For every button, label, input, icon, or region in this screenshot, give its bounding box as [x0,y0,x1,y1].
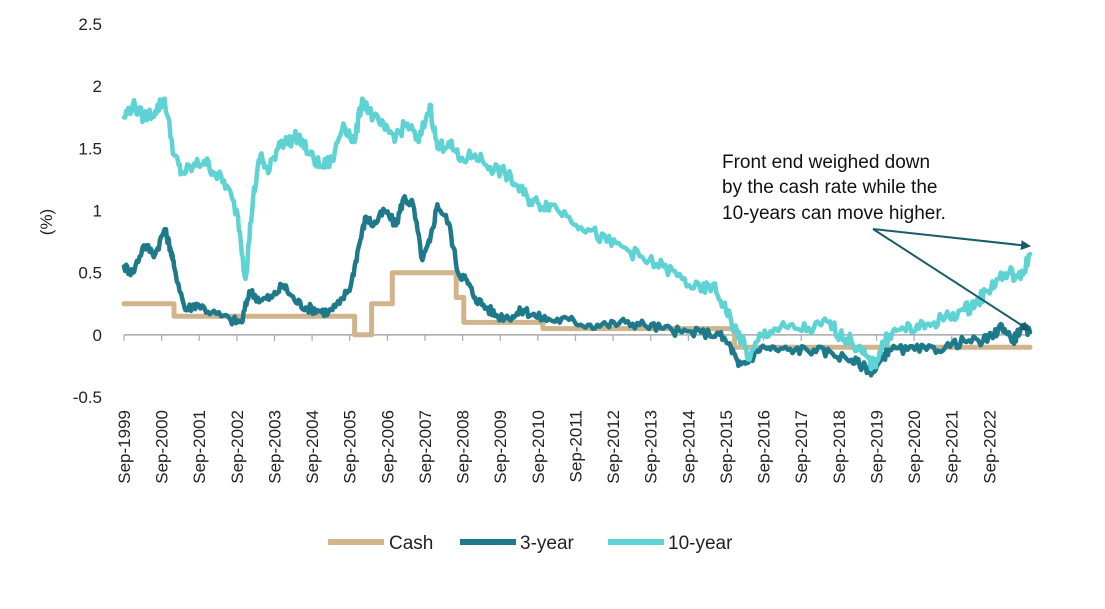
x-tick-label: Sep-2006 [378,410,397,484]
y-tick-label: 1 [93,202,102,221]
x-tick-label: Sep-2007 [416,410,435,484]
x-tick-label: Sep-2018 [830,410,849,484]
x-tick-label: Sep-2012 [604,410,623,484]
annotation: Front end weighed down by the cash rate … [722,152,1031,332]
x-tick-label: Sep-2015 [717,410,736,484]
x-tick-label: Sep-2020 [905,410,924,484]
y-tick-label: 2.5 [78,15,102,34]
annotation-line-3: 10-years can move higher. [722,203,946,224]
x-axis-tick-labels: Sep-1999 Sep-2000 Sep-2001 Sep-2002 Sep-2003… [115,410,999,484]
x-tick-label: Sep-2008 [454,410,473,484]
x-axis-ticks [123,334,990,341]
x-tick-label: Sep-2011 [566,410,585,482]
annotation-arrow-3-year [872,228,1031,332]
y-tick-label: -0.5 [73,388,102,407]
y-axis-tick-labels: 2.5 2 1.5 1 0.5 0 -0.5 [73,15,102,407]
x-tick-label: Sep-2014 [679,410,698,484]
x-tick-label: Sep-2016 [755,410,774,484]
x-tick-label: Sep-2010 [529,410,548,484]
annotation-line-2: by the cash rate while the [722,177,937,198]
y-tick-label: 0 [93,326,102,345]
y-tick-label: 1.5 [78,139,102,158]
legend-label-3-year: 3-year [520,533,575,554]
x-tick-label: Sep-2021 [943,410,962,484]
legend-label-cash: Cash [389,533,433,554]
x-tick-label: Sep-2003 [265,410,284,484]
series-line-10-year [121,96,1033,372]
y-tick-label: 2 [93,77,102,96]
x-tick-label: Sep-2005 [341,410,360,484]
x-tick-label: Sep-2002 [228,410,247,484]
x-tick-label: Sep-2019 [867,410,886,484]
x-tick-label: Sep-2009 [491,410,510,484]
y-axis-title: (%) [37,209,56,235]
x-tick-label: Sep-2000 [153,410,172,484]
legend-label-10-year: 10-year [668,533,733,554]
series-line-3-year [121,194,1033,378]
legend: Cash 3-year 10-year [328,533,733,554]
series-lines [121,96,1033,378]
x-tick-label: Sep-2004 [303,410,322,484]
series-line-cash [121,270,1033,350]
annotation-line-1: Front end weighed down [722,152,930,173]
x-tick-label: Sep-1999 [115,410,134,484]
x-tick-label: Sep-2017 [792,410,811,484]
y-tick-label: 0.5 [78,264,102,283]
x-tick-label: Sep-2022 [980,410,999,484]
x-tick-label: Sep-2013 [642,410,661,484]
x-tick-label: Sep-2001 [190,410,209,484]
annotation-arrow-10-year [872,228,1031,251]
